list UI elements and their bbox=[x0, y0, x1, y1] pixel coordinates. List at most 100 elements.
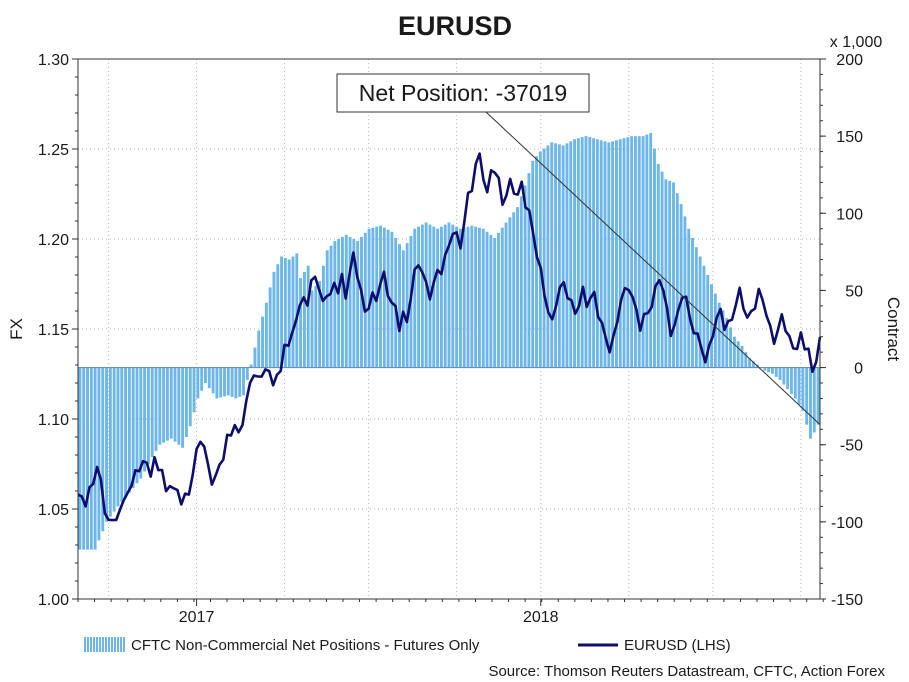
right-tick-label: 0 bbox=[854, 361, 863, 378]
net-position-bar bbox=[535, 156, 538, 368]
trend-line bbox=[485, 111, 821, 426]
net-position-bar bbox=[192, 367, 196, 413]
legend-swatch-stripe bbox=[111, 637, 113, 652]
net-position-bar bbox=[238, 367, 242, 397]
net-position-bar bbox=[82, 367, 86, 550]
net-position-bar bbox=[325, 250, 329, 368]
net-position-bar bbox=[124, 367, 128, 498]
net-position-bar bbox=[207, 367, 211, 389]
net-position-bar bbox=[497, 232, 500, 368]
net-position-bar bbox=[356, 241, 360, 368]
net-position-bar bbox=[565, 143, 569, 368]
net-position-bar bbox=[253, 347, 257, 368]
net-position-bar bbox=[542, 148, 546, 368]
net-position-bar bbox=[302, 271, 306, 368]
left-tick-label: 1.00 bbox=[38, 592, 69, 609]
net-position-bar bbox=[744, 352, 748, 368]
left-tick-label: 1.25 bbox=[38, 142, 69, 159]
net-position-bar bbox=[135, 367, 139, 484]
legend-swatch-stripe bbox=[117, 637, 119, 652]
right-tick-label: 50 bbox=[845, 283, 863, 300]
net-position-bar bbox=[333, 241, 337, 368]
net-position-bar bbox=[86, 367, 89, 550]
net-position-bar bbox=[379, 225, 382, 368]
left-axis: 1.00 1.05 1.10 1.15 1.20 1.25 1.30 bbox=[38, 52, 78, 609]
net-position-bar bbox=[649, 133, 653, 368]
net-position-bar bbox=[614, 140, 618, 368]
annotation-text: Net Position: -37019 bbox=[359, 80, 567, 106]
net-position-bar bbox=[645, 134, 649, 368]
net-position-bar bbox=[500, 227, 504, 368]
net-position-bar bbox=[668, 180, 672, 368]
net-position-bar bbox=[143, 367, 147, 472]
left-tick-label: 1.20 bbox=[38, 232, 69, 249]
net-position-bar bbox=[706, 275, 710, 368]
net-position-bar bbox=[185, 367, 188, 437]
net-position-bar bbox=[417, 226, 420, 368]
net-position-bar bbox=[557, 144, 561, 368]
net-position-bar bbox=[360, 236, 363, 368]
net-position-bar bbox=[283, 258, 287, 368]
net-position-bar bbox=[371, 227, 375, 368]
net-position-bar bbox=[561, 145, 565, 368]
right-tick-label: 150 bbox=[836, 129, 863, 146]
net-position-bar bbox=[314, 285, 318, 368]
legend-swatch-stripe bbox=[96, 637, 98, 652]
net-position-bar bbox=[116, 367, 120, 507]
net-position-bar bbox=[89, 367, 93, 550]
net-position-bar bbox=[531, 160, 535, 368]
net-position-bar bbox=[816, 367, 820, 425]
eurusd-line bbox=[77, 152, 822, 522]
net-position-bar bbox=[139, 367, 143, 479]
net-position-bar bbox=[687, 228, 691, 368]
net-position-bar bbox=[249, 364, 253, 368]
net-position-bar bbox=[295, 253, 299, 368]
legend-swatch-stripe bbox=[87, 637, 89, 652]
net-position-bar bbox=[774, 367, 778, 377]
net-position-bar bbox=[588, 137, 592, 368]
net-position-bar bbox=[512, 212, 516, 368]
net-position-bar bbox=[736, 341, 740, 368]
net-position-bar bbox=[809, 367, 812, 439]
annotation-box: Net Position: -37019 bbox=[336, 73, 590, 113]
net-position-bar bbox=[683, 216, 687, 368]
net-position-bar bbox=[188, 367, 192, 427]
net-position-bar bbox=[97, 367, 101, 541]
net-position-bar bbox=[504, 222, 508, 368]
net-position-bar bbox=[204, 367, 207, 383]
net-position-bar bbox=[622, 138, 626, 368]
net-position-bar bbox=[101, 367, 105, 532]
net-position-bar bbox=[717, 302, 721, 368]
net-position-bar bbox=[367, 228, 371, 368]
net-position-bar bbox=[181, 367, 185, 448]
net-position-bar bbox=[478, 227, 481, 368]
net-position-bar bbox=[398, 244, 401, 368]
net-position-bar bbox=[710, 284, 713, 368]
right-axis-unit-label: x 1,000 bbox=[830, 34, 883, 51]
net-position-bar bbox=[603, 141, 607, 368]
net-position-bar bbox=[637, 136, 641, 368]
legend-swatch-stripe bbox=[90, 637, 92, 652]
net-position-bar bbox=[234, 367, 238, 399]
net-position-bar bbox=[321, 265, 325, 368]
net-position-bar bbox=[230, 367, 234, 397]
net-position-bar bbox=[751, 361, 755, 368]
net-position-bar bbox=[767, 367, 771, 373]
net-position-bar bbox=[580, 137, 584, 368]
net-position-bar bbox=[245, 367, 249, 380]
net-position-bar bbox=[219, 367, 223, 398]
net-position-bar bbox=[264, 302, 268, 368]
net-position-bar bbox=[672, 182, 675, 368]
net-position-bar bbox=[455, 226, 459, 368]
net-position-bar bbox=[196, 367, 200, 399]
net-position-bar bbox=[405, 243, 409, 368]
legend-swatch-stripe bbox=[102, 637, 104, 652]
net-position-bar bbox=[770, 367, 774, 374]
net-position-bar bbox=[432, 226, 436, 368]
left-tick-label: 1.15 bbox=[38, 322, 69, 339]
right-axis: -150 -100 -50 0 50 100 150 200 bbox=[820, 52, 863, 609]
left-axis-label: FX bbox=[7, 318, 26, 340]
net-position-bar bbox=[538, 151, 542, 368]
net-position-bar bbox=[740, 345, 744, 368]
net-position-bar bbox=[291, 256, 295, 368]
